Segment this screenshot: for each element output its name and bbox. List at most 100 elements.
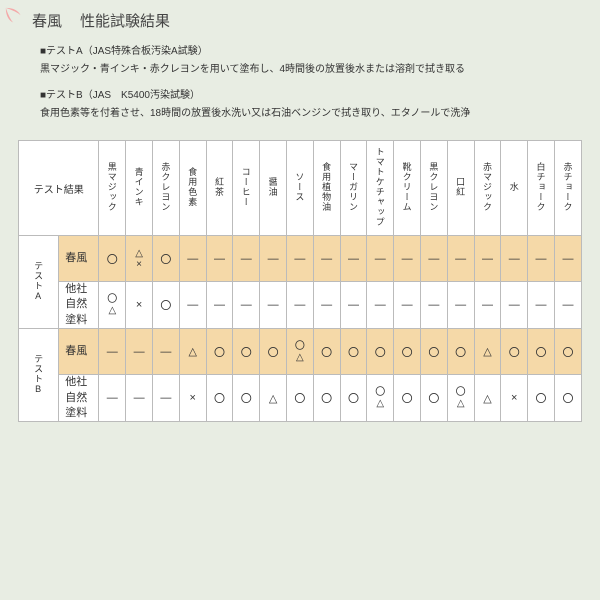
cell: 〇 [554,329,581,375]
cell: — [554,282,581,329]
col-11: 靴クリーム [394,141,421,236]
cell: — [286,236,313,282]
cell: — [206,236,233,282]
cell: × [126,282,153,329]
col-1: 青インキ [126,141,153,236]
cell: — [179,282,206,329]
cell: — [179,236,206,282]
col-13: 口紅 [447,141,474,236]
cell: 〇 [501,329,528,375]
cell: — [126,375,153,422]
cell: — [420,236,447,282]
cell: 〇△ [99,282,126,329]
cell: — [313,236,340,282]
col-9: マーガリン [340,141,367,236]
cell: — [528,236,555,282]
cell: — [286,282,313,329]
cell: × [501,375,528,422]
title-product: 春風 [32,13,62,30]
cell: — [501,282,528,329]
col-15: 水 [501,141,528,236]
cell: — [394,282,421,329]
cell: 〇 [447,329,474,375]
cell: △ [474,329,501,375]
cell: 〇△ [447,375,474,422]
cell: — [233,236,260,282]
leaf-icon [4,6,26,28]
cell: 〇 [233,329,260,375]
cell: △× [126,236,153,282]
cell: 〇 [420,375,447,422]
col-10: トマトケチャップ [367,141,394,236]
cell: — [367,282,394,329]
page-title: 春風 性能試験結果 [32,10,170,31]
cell: 〇 [313,329,340,375]
test-b-body: 食用色素等を付着させ、18時間の放置後水洗い又は石油ベンジンで拭き取り、エタノー… [40,108,470,119]
cell: 〇 [340,375,367,422]
row-label-harukaze-a: 春風 [59,236,99,282]
test-descriptions: ■テストA（JAS特殊合板汚染A試験） 黒マジック・青インキ・赤クレヨンを用いて… [40,44,580,132]
cell: 〇 [233,375,260,422]
col-14: 赤マジック [474,141,501,236]
cell: — [206,282,233,329]
cell: 〇 [286,375,313,422]
cell: — [340,282,367,329]
cell: 〇 [260,329,287,375]
cell: 〇 [99,236,126,282]
test-a-head: ■テストA（JAS特殊合板汚染A試験） [40,44,208,60]
col-6: 醤油 [260,141,287,236]
col-12: 黒クレヨン [420,141,447,236]
cell: — [313,282,340,329]
header-label: テスト結果 [19,141,99,236]
col-4: 紅茶 [206,141,233,236]
cell: △ [260,375,287,422]
cell: △ [474,375,501,422]
col-17: 赤チョーク [554,141,581,236]
col-16: 白チョーク [528,141,555,236]
cell: — [340,236,367,282]
col-2: 赤クレヨン [153,141,180,236]
row-label-other-a: 他社自然塗料 [59,282,99,329]
test-a-body: 黒マジック・青インキ・赤クレヨンを用いて塗布し、4時間後の放置後水または溶剤で拭… [40,64,465,75]
cell: 〇 [367,329,394,375]
cell: — [126,329,153,375]
cell: 〇 [528,375,555,422]
cell: 〇 [394,329,421,375]
group-a: テストA [19,236,59,329]
cell: 〇 [340,329,367,375]
results-table: テスト結果 黒マジック青インキ赤クレヨン食用色素紅茶コーヒー醤油ソース食用植物油… [18,140,582,422]
cell: — [447,282,474,329]
col-5: コーヒー [233,141,260,236]
cell: — [99,375,126,422]
cell: 〇 [313,375,340,422]
cell: 〇△ [286,329,313,375]
cell: 〇 [554,375,581,422]
cell: 〇 [420,329,447,375]
cell: — [528,282,555,329]
cell: △ [179,329,206,375]
title-text: 性能試験結果 [80,13,170,30]
cell: — [501,236,528,282]
cell: 〇 [206,375,233,422]
col-0: 黒マジック [99,141,126,236]
cell: 〇 [528,329,555,375]
cell: — [99,329,126,375]
results-table-wrap: テスト結果 黒マジック青インキ赤クレヨン食用色素紅茶コーヒー醤油ソース食用植物油… [18,140,582,422]
cell: 〇 [394,375,421,422]
cell: — [153,375,180,422]
cell: 〇 [153,236,180,282]
cell: 〇 [206,329,233,375]
col-7: ソース [286,141,313,236]
cell: — [554,236,581,282]
row-label-harukaze-b: 春風 [59,329,99,375]
cell: × [179,375,206,422]
col-3: 食用色素 [179,141,206,236]
cell: — [420,282,447,329]
cell: — [474,236,501,282]
col-8: 食用植物油 [313,141,340,236]
cell: — [233,282,260,329]
cell: — [260,236,287,282]
cell: 〇△ [367,375,394,422]
group-b: テストB [19,329,59,422]
cell: — [153,329,180,375]
